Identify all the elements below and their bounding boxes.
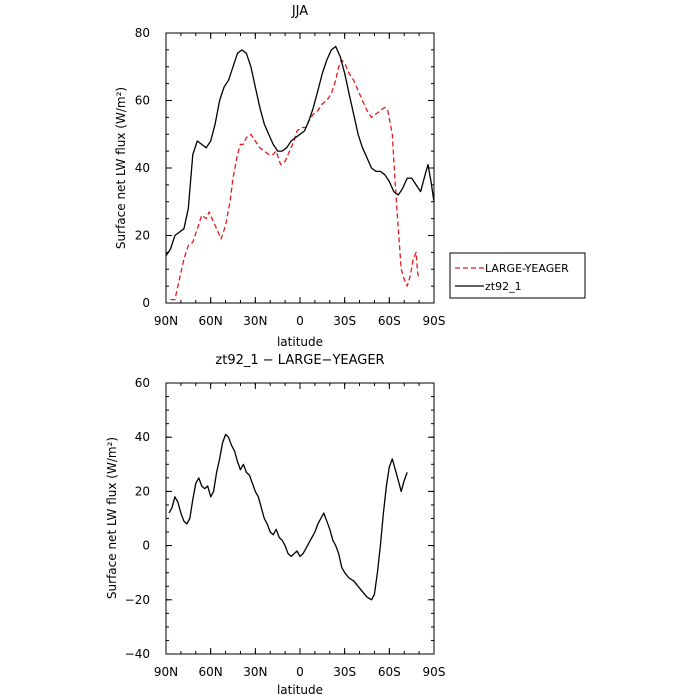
bottom-chart-x-tick-label: 30S <box>333 665 356 679</box>
bottom-chart-ticks: 90N 60N 30N 0 30S 60S 90S −40 −20 0 20 40 60 <box>125 376 446 679</box>
bottom-chart-series <box>168 433 408 601</box>
bottom-chart-plot-frame <box>165 382 435 655</box>
top-chart-y-tick-label: 20 <box>135 229 150 243</box>
top-chart-y-tick-label: 60 <box>135 94 150 108</box>
legend-box <box>449 252 586 299</box>
top-chart-x-tick-label: 30S <box>333 314 356 328</box>
top-chart-y-tick-label: 80 <box>135 26 150 40</box>
top-chart-ticks: 90N 60N 30N 0 30S 60S 90S 0 20 40 60 80 <box>135 26 446 328</box>
top-chart-y-axis-label: Surface net LW flux (W/m²) <box>114 87 128 249</box>
top-chart-x-axis-label: latitude <box>277 335 323 349</box>
bottom-chart-x-tick-label: 0 <box>296 665 304 679</box>
top-chart-series-line-large-yeager <box>170 59 420 301</box>
top-chart-title: JJA <box>291 4 308 19</box>
bottom-chart-y-tick-label: −20 <box>125 593 150 607</box>
top-chart-x-tick-label: 30N <box>243 314 267 328</box>
bottom-chart-x-axis-label: latitude <box>277 683 323 697</box>
top-chart-series <box>165 45 435 301</box>
top-chart-legend: LARGE-YEAGER zt92_1 <box>449 252 586 299</box>
legend-label-zt92: zt92_1 <box>485 280 522 293</box>
bottom-chart-x-tick-label: 60N <box>199 665 223 679</box>
top-chart-plot-frame <box>165 32 435 304</box>
bottom-chart-x-tick-label: 30N <box>243 665 267 679</box>
top-chart-y-tick-label: 0 <box>142 296 150 310</box>
top-chart-x-tick-label: 90N <box>154 314 178 328</box>
top-chart-x-tick-label: 0 <box>296 314 304 328</box>
bottom-chart-y-tick-label: 60 <box>135 376 150 390</box>
bottom-chart-y-tick-label: −40 <box>125 647 150 661</box>
bottom-chart-title: zt92_1 − LARGE−YEAGER <box>215 353 384 368</box>
bottom-chart-x-tick-label: 90N <box>154 665 178 679</box>
bottom-chart-y-tick-label: 40 <box>135 430 150 444</box>
bottom-chart-y-tick-label: 20 <box>135 484 150 498</box>
top-chart-x-tick-label: 60N <box>199 314 223 328</box>
bottom-chart-minor-ticks <box>165 382 435 655</box>
bottom-chart-x-tick-label: 90S <box>423 665 446 679</box>
legend-label-large-yeager: LARGE-YEAGER <box>485 262 569 275</box>
bottom-chart-panel: zt92_1 − LARGE−YEAGER 90N 60N 30N 0 30S 60S 90… <box>105 353 445 697</box>
top-chart-x-tick-label: 90S <box>423 314 446 328</box>
top-chart-y-tick-label: 40 <box>135 161 150 175</box>
bottom-chart-x-tick-label: 60S <box>378 665 401 679</box>
bottom-chart-series-line-difference <box>168 433 408 601</box>
top-chart-series-line-zt92-1 <box>165 45 435 257</box>
bottom-chart-y-axis-label: Surface net LW flux (W/m²) <box>105 437 119 599</box>
top-chart-x-tick-label: 60S <box>378 314 401 328</box>
top-chart-panel: JJA 90N 60N 30N 0 30S 60S 90S 0 20 40 60 80 latitud… <box>114 4 445 349</box>
bottom-chart-y-tick-label: 0 <box>142 539 150 553</box>
